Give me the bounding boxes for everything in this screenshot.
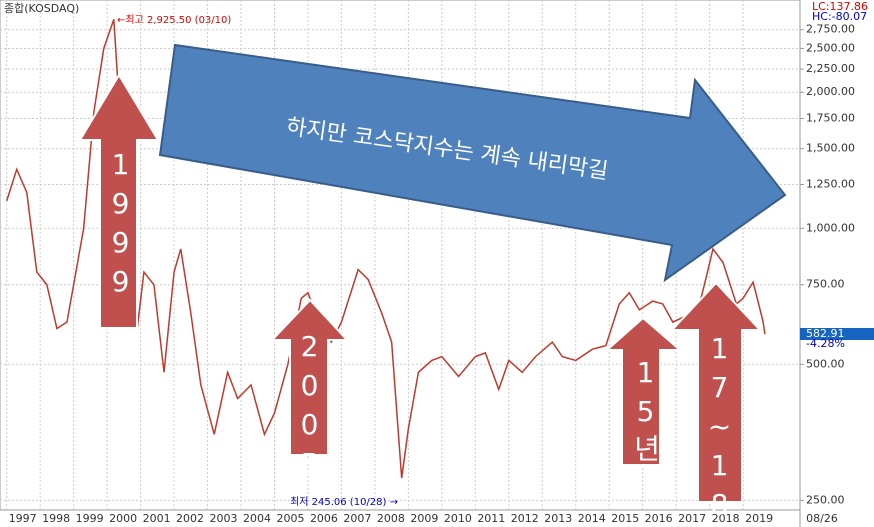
last-value-box (800, 328, 874, 340)
index-name: 종합(KOSDAQ) (4, 2, 79, 15)
x-tick-label: 2012 (511, 512, 539, 525)
red-arrow (604, 316, 683, 466)
x-tick-label: 2015 (611, 512, 639, 525)
red-arrow (78, 73, 160, 329)
y-tick-label: 500.00 (806, 357, 845, 370)
y-tick-label: 1,250.00 (806, 177, 855, 190)
x-tick-label: 2005 (276, 512, 304, 525)
y-tick-label: 250.00 (806, 493, 845, 506)
high-label: ←최고 2,925.50 (03/10) (117, 14, 231, 26)
x-tick-label: 2000 (109, 512, 137, 525)
red-arrow (669, 281, 763, 503)
low-label: 최저 245.06 (10/28) → (290, 496, 398, 508)
x-tick-label: 2014 (578, 512, 606, 525)
hc-label: HC:-80.07 (812, 10, 867, 23)
x-tick-label: 2007 (343, 512, 371, 525)
arrow-label: 2005 (293, 330, 326, 486)
x-tick-label: 2018 (712, 512, 740, 525)
y-tick-label: 1,750.00 (806, 111, 855, 124)
x-tick-label: 2002 (176, 512, 204, 525)
lc-label: LC:137.86 (812, 0, 868, 13)
arrow-label: 17~18 (703, 332, 736, 527)
x-tick-label: 2001 (143, 512, 171, 525)
x-tick-label: 2019 (745, 512, 773, 525)
red-arrow (269, 298, 350, 456)
last-date: 08/26 (806, 512, 838, 525)
x-tick-label: 2017 (678, 512, 706, 525)
x-tick-label: 2006 (310, 512, 338, 525)
x-tick-label: 2010 (444, 512, 472, 525)
x-tick-label: 2004 (243, 512, 271, 525)
y-tick-label: 1,000.00 (806, 221, 855, 234)
arrow-label: 15년 (629, 356, 662, 468)
x-tick-label: 2003 (210, 512, 238, 525)
x-tick-label: 1998 (42, 512, 70, 525)
y-tick-label: 2,250.00 (806, 62, 855, 75)
x-tick-label: 2011 (477, 512, 505, 525)
x-tick-label: 1997 (9, 512, 37, 525)
arrow-label: 1999 (104, 148, 137, 304)
y-tick-label: 2,000.00 (806, 85, 855, 98)
y-tick-label: 2,500.00 (806, 41, 855, 54)
big-arrow (158, 43, 787, 283)
y-tick-label: 1,500.00 (806, 142, 855, 155)
x-tick-label: 2008 (377, 512, 405, 525)
x-tick-label: 2009 (410, 512, 438, 525)
y-tick-label: 2,750.00 (806, 23, 855, 36)
x-tick-label: 2013 (544, 512, 572, 525)
y-tick-label: 750.00 (806, 278, 845, 291)
last-value: 582.91 (806, 327, 845, 340)
last-change: -4.28% (806, 337, 845, 350)
x-tick-label: 1999 (76, 512, 104, 525)
x-tick-label: 2016 (645, 512, 673, 525)
